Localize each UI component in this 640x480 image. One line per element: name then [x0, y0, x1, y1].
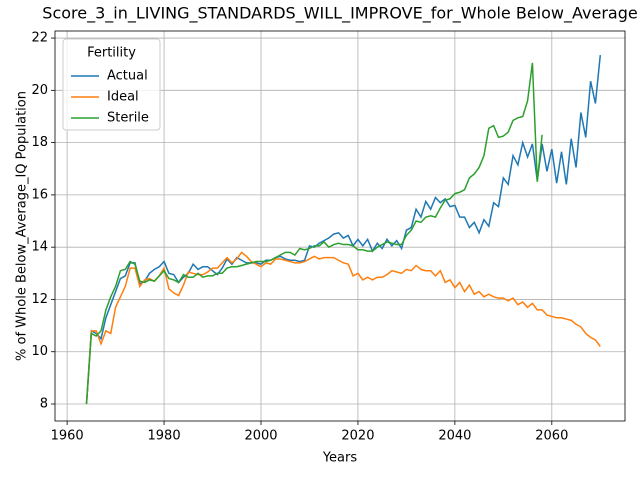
y-tick-label: 22 [31, 31, 48, 46]
y-tick-label: 10 [31, 344, 48, 359]
legend-label: Sterile [107, 111, 149, 126]
legend-title: Fertility [87, 46, 136, 61]
legend-box [62, 38, 161, 131]
x-tick-label: 1980 [148, 429, 181, 444]
data-line [85, 62, 543, 405]
legend: Fertility Actual Ideal Sterile [62, 38, 161, 131]
y-tick-label: 20 [31, 83, 48, 98]
y-tick-label: 14 [31, 240, 48, 255]
y-tick-label: 8 [40, 397, 48, 412]
x-tick-label: 1960 [51, 429, 84, 444]
legend-label: Actual [107, 69, 148, 84]
plot-frame [54, 30, 626, 422]
chart-title: Score_3_in_LIVING_STANDARDS_WILL_IMPROVE… [42, 4, 637, 24]
x-axis-label: Years [322, 451, 358, 466]
y-tick-label: 16 [31, 187, 48, 202]
legend-label: Ideal [107, 90, 139, 105]
y-axis-label: % of Whole Below_Average_IQ Population [15, 91, 30, 361]
data-line [85, 54, 602, 405]
data-line [85, 251, 601, 405]
x-tick-label: 2040 [438, 429, 471, 444]
x-tick-label: 2060 [535, 429, 568, 444]
x-tick-label: 2020 [341, 429, 374, 444]
y-tick-label: 12 [31, 292, 48, 307]
x-tick-label: 2000 [244, 429, 277, 444]
y-tick-label: 18 [31, 135, 48, 150]
